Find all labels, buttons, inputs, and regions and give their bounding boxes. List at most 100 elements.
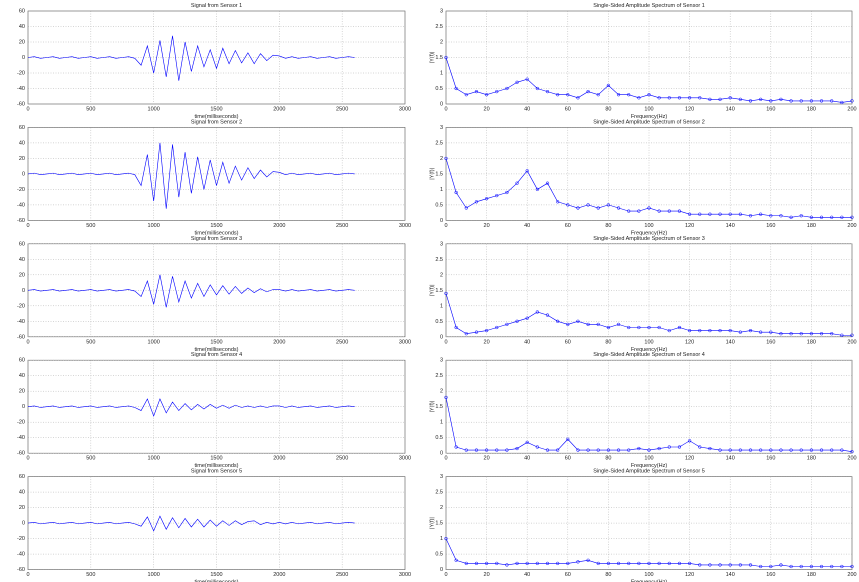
- x-axis-label: Frequency(Hz): [631, 463, 668, 469]
- spectrum-marker: [535, 86, 539, 91]
- spectrum-marker: [809, 448, 814, 452]
- y-tick-label: 3: [440, 8, 443, 14]
- spectrum-marker: [525, 169, 529, 173]
- spectrum-marker: [830, 332, 834, 336]
- spectrum-marker: [799, 99, 803, 103]
- spectrum-marker: [769, 99, 773, 103]
- spectrum-marker: [454, 325, 458, 330]
- y-tick-label: -20: [17, 303, 25, 309]
- y-tick-label: 40: [19, 373, 25, 379]
- x-tick-label: 180: [807, 339, 816, 345]
- spectrum-marker: [454, 445, 458, 449]
- signal-line: [445, 158, 852, 218]
- spectrum-marker: [698, 328, 702, 333]
- x-tick-label: 100: [644, 456, 653, 462]
- spectrum-marker: [474, 89, 479, 94]
- spectrum-marker: [789, 448, 793, 452]
- spectrum-marker: [627, 209, 631, 213]
- x-axis-label: Frequency(Hz): [631, 580, 668, 582]
- spectrum-marker: [840, 448, 844, 452]
- spectrum-marker: [708, 328, 712, 333]
- spectrum-marker: [464, 448, 468, 452]
- x-tick-label: 1000: [148, 339, 160, 345]
- x-tick-label: 2000: [273, 106, 285, 112]
- spectrum-marker: [748, 99, 753, 103]
- y-tick-label: -60: [17, 451, 25, 457]
- spectrum-marker: [505, 563, 509, 567]
- x-tick-label: 160: [766, 223, 775, 229]
- x-tick-label: 500: [86, 456, 95, 462]
- spectrum-marker: [789, 564, 793, 569]
- y-tick-label: 0: [22, 288, 25, 294]
- spectrum-marker: [687, 212, 692, 216]
- y-tick-label: 20: [19, 389, 25, 395]
- signal-line: [445, 397, 853, 452]
- spectrum-marker: [799, 332, 803, 336]
- spectrum-marker: [647, 448, 651, 452]
- y-tick-label: 3: [440, 474, 443, 480]
- spectrum-marker: [566, 322, 570, 327]
- spectrum-marker: [850, 450, 854, 454]
- spectrum-marker: [525, 440, 529, 445]
- x-tick-label: 80: [605, 106, 611, 112]
- spectrum-marker: [576, 206, 580, 210]
- x-tick-label: 180: [807, 223, 816, 229]
- spectrum-marker: [545, 561, 550, 566]
- y-tick-label: -60: [17, 101, 25, 107]
- y-axis-label: |Y(f)|: [429, 168, 435, 180]
- x-tick-label: 200: [847, 223, 856, 229]
- spectrum-marker: [515, 80, 519, 84]
- spectrum-marker: [657, 325, 661, 330]
- spectrum-marker: [444, 395, 448, 400]
- spectrum-marker: [718, 97, 722, 101]
- x-tick-label: 100: [644, 572, 653, 578]
- x-tick-label: 0: [444, 106, 447, 112]
- spectrum-marker: [677, 96, 682, 100]
- spectrum-marker: [606, 325, 611, 330]
- spectrum-marker: [627, 561, 631, 566]
- spectrum-marker: [606, 83, 611, 88]
- spectrum-marker: [698, 212, 702, 216]
- x-tick-label: 200: [847, 572, 856, 578]
- spectrum-marker: [850, 215, 854, 219]
- spectrum-marker: [616, 322, 621, 327]
- spectrum-marker: [708, 563, 712, 567]
- spectrum-marker: [495, 325, 499, 330]
- x-axis-label: Frequency(Hz): [631, 230, 668, 236]
- y-tick-label: -20: [17, 187, 25, 193]
- y-tick-label: -40: [17, 202, 25, 208]
- y-tick-label: -40: [17, 319, 25, 325]
- x-tick-label: 1500: [210, 456, 222, 462]
- x-tick-label: 0: [26, 456, 29, 462]
- spectrum-marker: [789, 99, 793, 103]
- spectrum-marker: [677, 209, 682, 213]
- x-axis-label: time(milliseconds): [194, 347, 238, 353]
- spectrum-marker: [738, 448, 742, 452]
- x-axis-label: Frequency(Hz): [631, 347, 668, 353]
- x-tick-label: 40: [524, 223, 530, 229]
- spectrum-marker: [819, 99, 824, 103]
- spectrum-marker: [525, 561, 529, 566]
- spectrum-marker: [809, 564, 814, 569]
- x-tick-label: 120: [685, 223, 694, 229]
- spectrum-marker: [576, 448, 580, 452]
- spectrum-marker: [728, 212, 732, 216]
- signal-line: [27, 142, 355, 209]
- spectrum-marker: [545, 181, 550, 185]
- y-tick-label: 1: [440, 187, 443, 193]
- spectrum-marker: [495, 448, 499, 452]
- spectrum-marker: [464, 332, 468, 336]
- x-tick-label: 0: [444, 572, 447, 578]
- spectrum-marker: [819, 332, 824, 336]
- x-tick-label: 120: [685, 572, 694, 578]
- x-tick-label: 20: [484, 572, 490, 578]
- spectrum-marker: [495, 193, 499, 198]
- spectrum-marker: [667, 328, 671, 333]
- spectrum-marker: [616, 561, 621, 566]
- chart-title: Signal from Sensor 1: [191, 3, 242, 9]
- x-tick-label: 160: [766, 106, 775, 112]
- signal-line: [445, 57, 853, 103]
- spectrum-marker: [677, 325, 682, 330]
- x-tick-label: 60: [565, 106, 571, 112]
- spectrum-marker: [515, 181, 519, 185]
